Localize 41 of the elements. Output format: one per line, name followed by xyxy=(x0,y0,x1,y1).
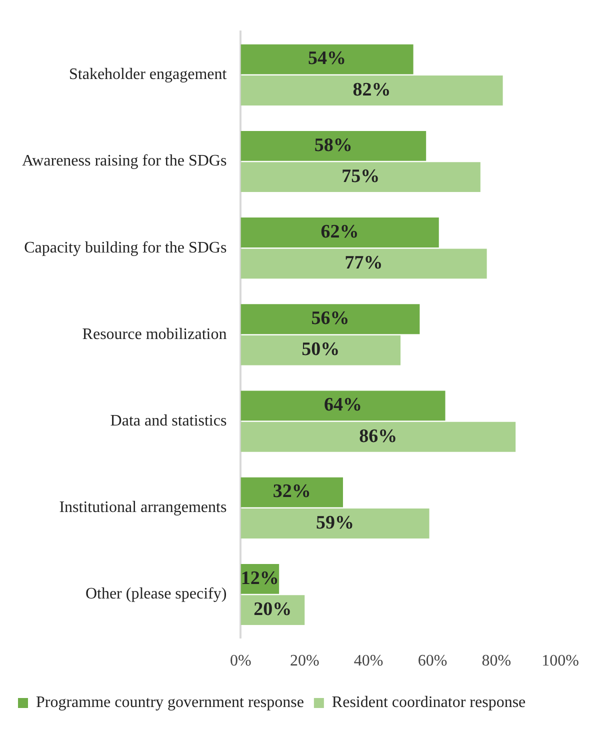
data-label: 20% xyxy=(254,598,292,620)
y-tick-label: Institutional arrangements xyxy=(59,499,227,516)
data-label: 12% xyxy=(240,568,279,589)
y-tick-label: Stakeholder engagement xyxy=(68,66,228,84)
data-label: 82% xyxy=(352,79,391,100)
bar xyxy=(240,304,420,334)
bar xyxy=(240,422,516,452)
bar xyxy=(240,76,503,106)
bar xyxy=(240,130,426,161)
x-tick-label: 20% xyxy=(290,652,320,670)
data-label: 86% xyxy=(359,426,398,447)
y-tick-label: Data and statistics xyxy=(110,412,227,430)
data-label: 50% xyxy=(302,339,340,360)
y-tick-label: Resource mobilization xyxy=(82,326,227,343)
legend-label: Programme country government response xyxy=(36,694,304,712)
y-tick-label: Awareness raising for the SDGs xyxy=(22,152,227,170)
y-tick-label: Other (please specify) xyxy=(85,586,227,603)
x-tick-label: 100% xyxy=(542,652,579,670)
data-label: 58% xyxy=(314,134,352,156)
y-tick-label: Capacity building for the SDGs xyxy=(24,239,227,256)
x-tick-label: 40% xyxy=(354,652,384,670)
x-tick-label: 60% xyxy=(418,652,448,670)
bar xyxy=(240,335,401,366)
bar xyxy=(240,162,480,192)
data-label: 59% xyxy=(316,512,354,534)
x-tick-label: 80% xyxy=(482,652,512,670)
bar xyxy=(240,390,446,421)
data-label: 56% xyxy=(311,308,350,330)
data-label: 62% xyxy=(320,221,359,242)
data-label: 64% xyxy=(324,394,362,416)
bar xyxy=(240,477,343,508)
legend-label: Resident coordinator response xyxy=(332,694,526,712)
bar xyxy=(240,218,439,248)
data-label: 77% xyxy=(344,252,383,274)
bar xyxy=(240,248,487,279)
data-label: 75% xyxy=(342,166,380,187)
bar xyxy=(240,508,430,538)
bar xyxy=(240,44,414,74)
data-label: 54% xyxy=(308,48,346,70)
data-label: 32% xyxy=(272,481,311,502)
x-tick-label: 0% xyxy=(230,652,252,670)
